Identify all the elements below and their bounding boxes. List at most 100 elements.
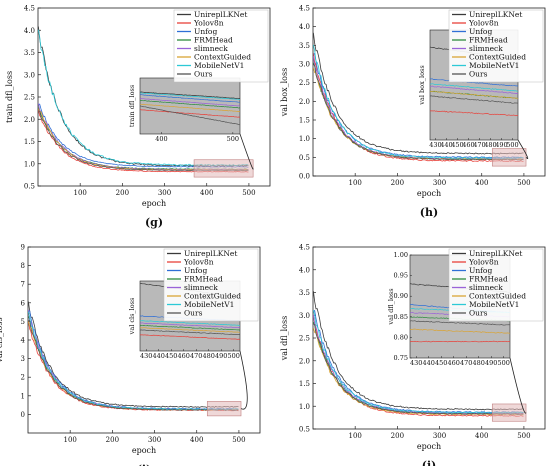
x-tick-label: 400 [190,436,203,444]
x-tick-label: 300 [158,189,171,197]
inset-series-mobilenetv1 [139,320,240,326]
inset-series-slimneck [139,98,241,107]
panel-caption: (h) [420,206,438,219]
chart-panel-j: 100 200 300 400 500 0.5 1.0 1.5 2.0 2.5 3.0 3.5 4.0 4… [280,244,546,466]
legend-label-contextguided: ContextGuided [194,53,251,62]
inset-x-tick-label: 440 [423,359,435,367]
legend-label-ours: Ours [469,309,488,318]
y-tick-label: 3.0 [299,312,310,320]
y-tick-label: 1.5 [299,117,310,125]
y-tick-label: 0.5 [299,426,310,434]
y-tick-label: 0.0 [299,173,310,181]
inset-y-tick-label: 0.85 [394,313,408,321]
inset-x-tick-label: 450 [435,359,447,367]
y-tick-label: 3.0 [299,61,310,69]
inset-series-unfog [139,94,241,103]
panel-caption: (j) [422,459,436,466]
zoom-connector-arrow [239,133,254,170]
x-tick-label: 100 [63,436,76,444]
inset-x-tick-label: 460 [448,359,460,367]
y-tick-label: 4.5 [24,5,35,13]
zoom-highlight-box [193,159,254,178]
series-line-ours [313,323,524,415]
inset-x-tick-label: 460 [462,141,474,149]
inset-x-tick-label: 470 [460,359,472,367]
legend-label-slimneck: slimneck [469,44,503,53]
legend-label-unirepllknet: UnireplLKNet [184,249,237,258]
y-tick-label: 3.5 [24,49,35,57]
y-axis-title: val dfl_loss [280,316,289,361]
inset-frame [139,77,241,135]
inset-x-tick-label: 440 [440,141,452,149]
inset-x-tick-label: 460 [178,352,190,360]
y-tick-label: 4.5 [299,244,310,252]
y-tick-label: 2 [21,374,25,382]
x-axis-title: epoch [417,189,441,198]
y-tick-label: 1 [21,392,25,400]
inset-y-axis-title: val cls_loss [128,298,136,336]
x-tick-label: 500 [242,189,255,197]
legend-label-slimneck: slimneck [469,283,503,292]
inset-series-ours [409,320,511,326]
x-tick-label: 400 [475,179,488,187]
inset-series-unfog [429,78,519,87]
y-tick-label: 4.0 [299,266,310,274]
legend-label-contextguided: ContextGuided [469,292,526,301]
legend-label-ours: Ours [194,70,213,79]
legend-label-unirepllknet: UnireplLKNet [469,249,522,258]
y-tick-label: 2.0 [299,357,310,365]
inset-x-tick-label: 490 [485,359,497,367]
inset-x-tick-label: 500 [506,141,518,149]
y-tick-label: 4.0 [24,27,35,35]
inset-x-tick-label: 490 [215,352,227,360]
legend-label-ours: Ours [184,309,203,318]
inset-x-tick-label: 430 [429,141,441,149]
x-tick-label: 200 [391,179,404,187]
series-line-unirepllknet [313,32,524,155]
x-tick-label: 300 [148,436,161,444]
inset-x-tick-label: 450 [451,141,463,149]
x-tick-label: 100 [348,179,361,187]
inset-x-tick-label: 500 [227,135,239,143]
y-tick-label: 1.5 [24,138,35,146]
legend-box [448,9,544,83]
series-line-contextguided [313,327,524,416]
legend-label-mobilenetv1: MobileNetV1 [184,300,234,309]
y-tick-label: 4.5 [299,5,310,13]
legend-label-unfog: Unfog [184,266,207,275]
inset-series-ours [140,105,241,126]
inset-y-axis-title: val box_loss [418,65,426,105]
y-tick-label: 8 [21,262,25,270]
y-tick-label: 2.0 [24,116,35,124]
series-line-mobilenetv1 [313,44,524,160]
y-tick-label: 2.5 [299,335,310,343]
inset-series-frmhead [139,325,241,331]
y-tick-label: 5 [21,318,25,326]
x-tick-label: 100 [73,189,86,197]
legend-label-yolov8n: Yolov8n [183,258,214,267]
legend-label-frmhead: FRMHead [469,275,508,284]
y-tick-label: 1.0 [299,135,310,143]
y-tick-label: 4 [21,337,26,345]
x-tick-label: 300 [433,179,446,187]
inset-series-mobilenetv1 [429,83,519,92]
inset-series-ours [429,95,519,104]
legend-label-yolov8n: Yolov8n [193,19,224,28]
y-tick-label: 4.0 [299,23,310,31]
series-line-slimneck [313,314,524,414]
legend-label-frmhead: FRMHead [194,36,233,45]
legend-box [448,248,544,322]
x-tick-label: 500 [517,179,530,187]
inset-series-contextguided [409,328,511,334]
y-tick-label: 0.5 [24,183,35,191]
inset-y-tick-label: 0.90 [394,292,408,300]
inset-x-tick-label: 470 [190,352,202,360]
inset-series-unirepllknet [139,91,241,100]
chart-panel-h: 100 200 300 400 500 0.0 0.5 1.0 1.5 2.0 2.5 3.0 3.5 4… [280,5,546,219]
inset-y-tick-label: 0.80 [394,333,408,341]
inset-series-yolov8n [139,109,241,118]
legend-label-unfog: Unfog [469,27,492,36]
inset-y-tick-label: 0.75 [394,354,408,362]
x-axis-title: epoch [132,446,156,455]
